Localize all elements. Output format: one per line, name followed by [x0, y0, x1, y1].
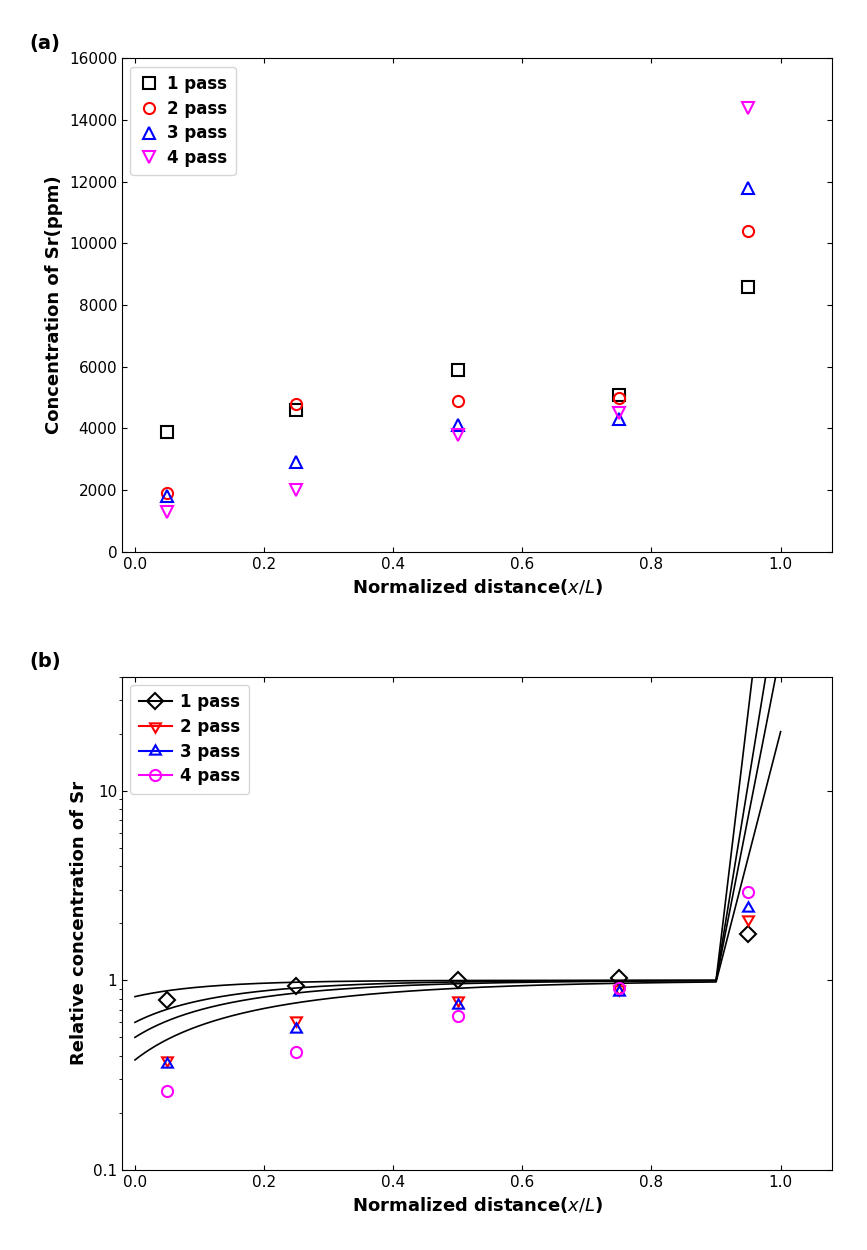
4 pass — [453, 428, 463, 442]
Text: (a): (a) — [29, 34, 61, 52]
Line: 3 pass: 3 pass — [162, 182, 754, 501]
1 pass — [743, 279, 753, 294]
Line: 4 pass: 4 pass — [162, 102, 754, 518]
3 pass — [614, 411, 624, 426]
Line: 2 pass: 2 pass — [162, 225, 754, 499]
2 pass — [614, 390, 624, 405]
Y-axis label: Relative concentration of Sr: Relative concentration of Sr — [69, 781, 88, 1065]
4 pass — [743, 100, 753, 115]
4 pass — [162, 504, 173, 519]
1 pass — [291, 402, 302, 418]
X-axis label: Normalized distance($x/L$): Normalized distance($x/L$) — [351, 1195, 603, 1215]
2 pass — [743, 224, 753, 239]
3 pass — [291, 455, 302, 470]
X-axis label: Normalized distance($x/L$): Normalized distance($x/L$) — [351, 578, 603, 598]
3 pass — [162, 489, 173, 504]
2 pass — [453, 394, 463, 409]
Text: (b): (b) — [29, 651, 62, 671]
1 pass — [162, 424, 173, 439]
3 pass — [743, 180, 753, 195]
4 pass — [614, 405, 624, 420]
4 pass — [291, 482, 302, 498]
2 pass — [291, 396, 302, 411]
Legend: 1 pass, 2 pass, 3 pass, 4 pass: 1 pass, 2 pass, 3 pass, 4 pass — [130, 66, 236, 175]
3 pass — [453, 418, 463, 432]
1 pass — [614, 388, 624, 402]
1 pass — [453, 362, 463, 378]
Line: 1 pass: 1 pass — [162, 281, 754, 438]
Legend: 1 pass, 2 pass, 3 pass, 4 pass: 1 pass, 2 pass, 3 pass, 4 pass — [130, 685, 249, 794]
Y-axis label: Concentration of Sr(ppm): Concentration of Sr(ppm) — [45, 176, 63, 435]
2 pass — [162, 486, 173, 501]
